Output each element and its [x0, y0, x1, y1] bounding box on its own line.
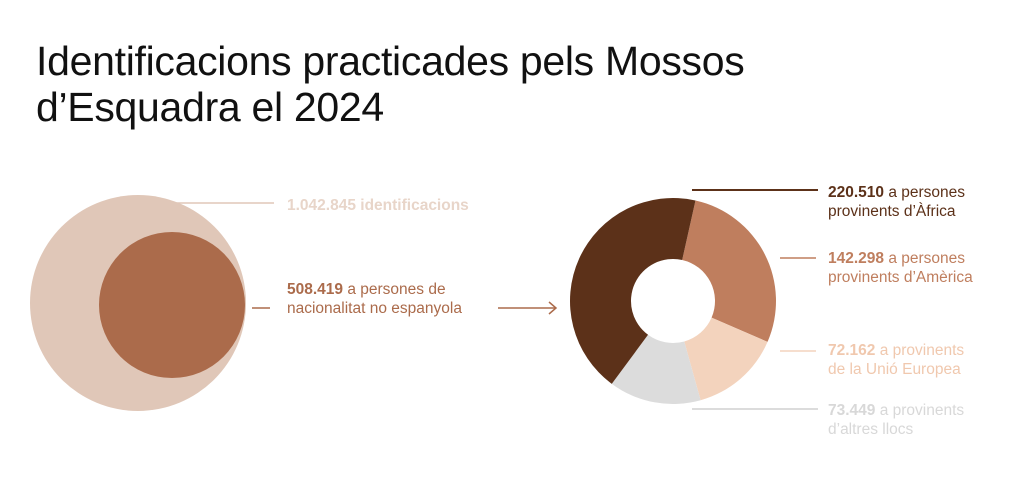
label-number: 220.510 — [828, 184, 885, 201]
label-text-line2: d’altres llocs — [828, 421, 914, 438]
donut-slice-africa — [569, 197, 696, 384]
label-america: 142.298 a persones provinents d’Amèrica — [828, 249, 973, 287]
label-text-line2: provinents d’Àfrica — [828, 203, 956, 220]
label-number: 73.449 — [828, 402, 876, 419]
donut-slice-other — [611, 334, 701, 404]
label-text-line2: provinents d’Amèrica — [828, 269, 973, 286]
label-text: a persones — [884, 250, 966, 267]
non-spanish-nationality-circle — [99, 232, 245, 378]
label-number: 142.298 — [828, 250, 885, 267]
label-number: 72.162 — [828, 342, 876, 359]
donut-slice-eu — [684, 317, 768, 401]
label-text: identificacions — [355, 197, 469, 214]
label-africa: 220.510 a persones provinents d’Àfrica — [828, 183, 965, 221]
chart-title: Identificacions practicades pels Mossos … — [36, 38, 745, 130]
label-text-line2: nacionalitat no espanyola — [287, 300, 462, 317]
donut-slice-america — [682, 200, 776, 342]
label-text: a persones de — [343, 281, 446, 298]
label-text: a persones — [884, 184, 966, 201]
label-number: 1.042.845 — [287, 197, 356, 214]
label-text-line2: de la Unió Europea — [828, 361, 961, 378]
origin-donut-chart — [569, 197, 776, 404]
label-text: a provinents — [875, 402, 965, 419]
label-non-spanish: 508.419 a persones de nacionalitat no es… — [287, 280, 462, 318]
arrow-icon — [498, 301, 558, 315]
label-text: a provinents — [875, 342, 965, 359]
label-eu: 72.162 a provinents de la Unió Europea — [828, 341, 964, 379]
label-total-identifications: 1.042.845 identificacions — [287, 196, 469, 215]
label-other: 73.449 a provinents d’altres llocs — [828, 401, 964, 439]
label-number: 508.419 — [287, 281, 344, 298]
